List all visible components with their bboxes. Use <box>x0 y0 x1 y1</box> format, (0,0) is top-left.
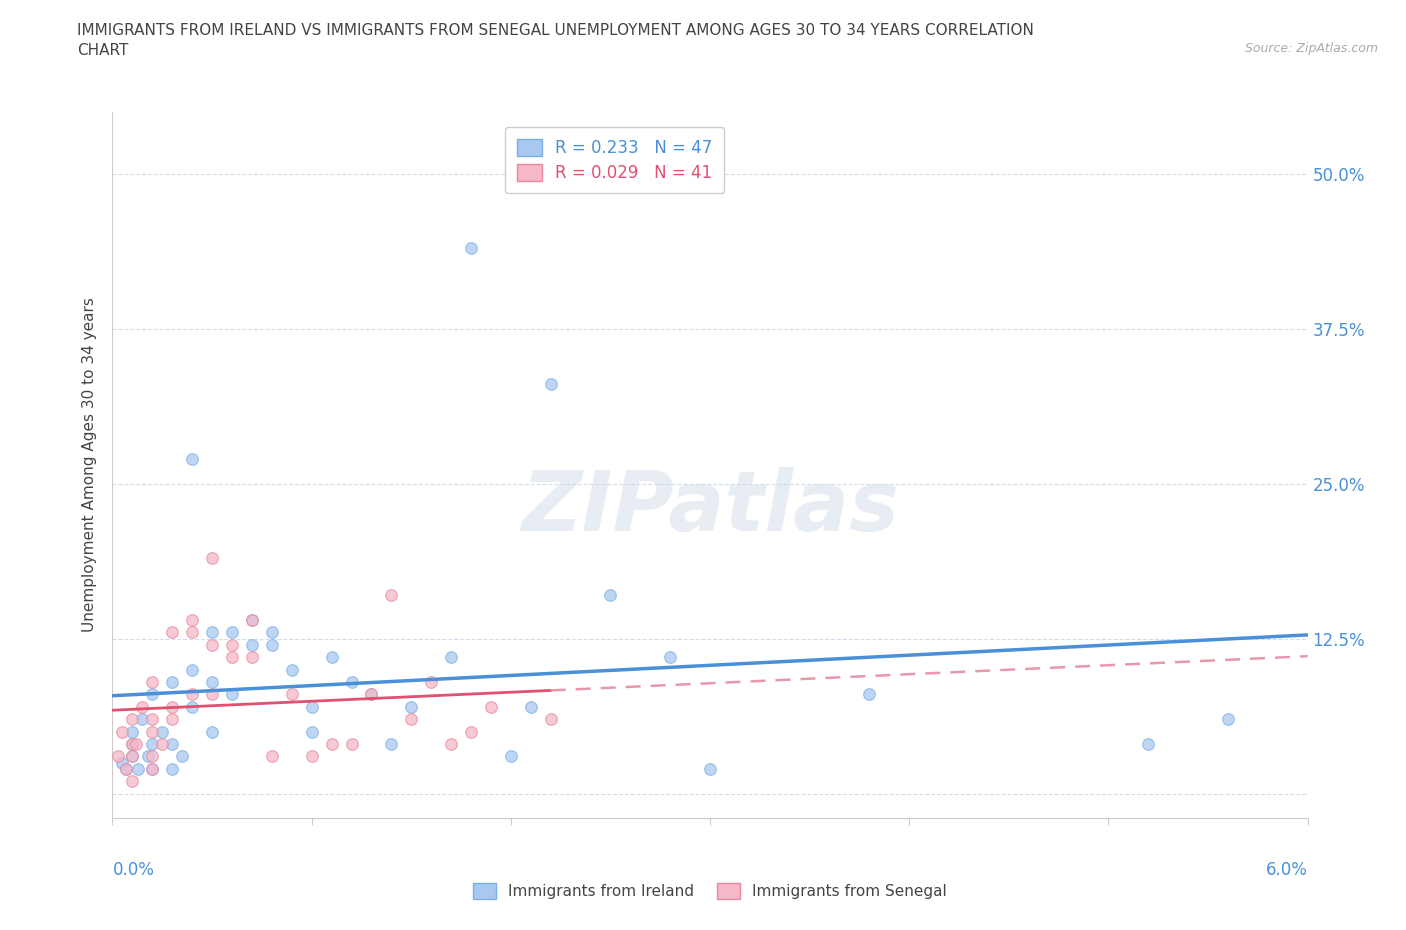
Point <box>141 737 163 751</box>
Point <box>181 699 204 714</box>
Point <box>141 762 163 777</box>
Point <box>115 762 138 777</box>
Point <box>240 637 263 652</box>
Point <box>260 749 283 764</box>
Point <box>260 625 283 640</box>
Legend: Immigrants from Ireland, Immigrants from Senegal: Immigrants from Ireland, Immigrants from… <box>465 875 955 907</box>
Point <box>181 451 204 466</box>
Point <box>121 774 143 789</box>
Point <box>121 724 143 739</box>
Point <box>301 749 323 764</box>
Point <box>162 699 183 714</box>
Point <box>221 625 243 640</box>
Point <box>221 637 243 652</box>
Point <box>121 737 143 751</box>
Point <box>162 711 183 726</box>
Point <box>172 749 194 764</box>
Point <box>401 699 423 714</box>
Point <box>340 737 363 751</box>
Point <box>699 762 721 777</box>
Text: ZIPatlas: ZIPatlas <box>522 467 898 548</box>
Point <box>115 762 138 777</box>
Point <box>201 551 224 565</box>
Point <box>301 724 323 739</box>
Point <box>401 711 423 726</box>
Point <box>1216 711 1239 726</box>
Point <box>141 724 163 739</box>
Point <box>420 674 443 689</box>
Point <box>340 674 363 689</box>
Point <box>380 588 402 603</box>
Point <box>221 650 243 665</box>
Point <box>260 637 283 652</box>
Point <box>460 724 482 739</box>
Point <box>141 749 163 764</box>
Point <box>141 711 163 726</box>
Point <box>440 650 463 665</box>
Point <box>111 755 134 770</box>
Point <box>201 637 224 652</box>
Point <box>540 711 562 726</box>
Point <box>301 699 323 714</box>
Point <box>162 737 183 751</box>
Point <box>540 377 562 392</box>
Point <box>321 737 343 751</box>
Point <box>240 613 263 628</box>
Point <box>138 749 160 764</box>
Point <box>125 737 148 751</box>
Point <box>321 650 343 665</box>
Y-axis label: Unemployment Among Ages 30 to 34 years: Unemployment Among Ages 30 to 34 years <box>82 298 97 632</box>
Point <box>360 687 382 702</box>
Point <box>162 625 183 640</box>
Point <box>221 687 243 702</box>
Point <box>479 699 502 714</box>
Text: 0.0%: 0.0% <box>112 861 155 879</box>
Point <box>460 241 482 256</box>
Point <box>131 699 153 714</box>
Point <box>141 674 163 689</box>
Point <box>360 687 382 702</box>
Point <box>499 749 522 764</box>
Point <box>121 737 143 751</box>
Point <box>281 687 304 702</box>
Point <box>659 650 682 665</box>
Point <box>240 613 263 628</box>
Text: Source: ZipAtlas.com: Source: ZipAtlas.com <box>1244 42 1378 55</box>
Point <box>1137 737 1160 751</box>
Point <box>107 749 129 764</box>
Point <box>121 749 143 764</box>
Point <box>201 674 224 689</box>
Point <box>131 711 153 726</box>
Point <box>181 613 204 628</box>
Point <box>181 662 204 677</box>
Point <box>162 674 183 689</box>
Point <box>858 687 880 702</box>
Point <box>150 737 173 751</box>
Point <box>121 711 143 726</box>
Point <box>240 650 263 665</box>
Point <box>599 588 621 603</box>
Point <box>111 724 134 739</box>
Point <box>440 737 463 751</box>
Point <box>162 762 183 777</box>
Point <box>181 687 204 702</box>
Point <box>281 662 304 677</box>
Point <box>127 762 149 777</box>
Point <box>181 625 204 640</box>
Text: 6.0%: 6.0% <box>1265 861 1308 879</box>
Point <box>141 687 163 702</box>
Point <box>150 724 173 739</box>
Point <box>201 625 224 640</box>
Point <box>141 762 163 777</box>
Point <box>520 699 543 714</box>
Point <box>380 737 402 751</box>
Point <box>201 724 224 739</box>
Point <box>121 749 143 764</box>
Text: IMMIGRANTS FROM IRELAND VS IMMIGRANTS FROM SENEGAL UNEMPLOYMENT AMONG AGES 30 TO: IMMIGRANTS FROM IRELAND VS IMMIGRANTS FR… <box>77 23 1035 58</box>
Point <box>201 687 224 702</box>
